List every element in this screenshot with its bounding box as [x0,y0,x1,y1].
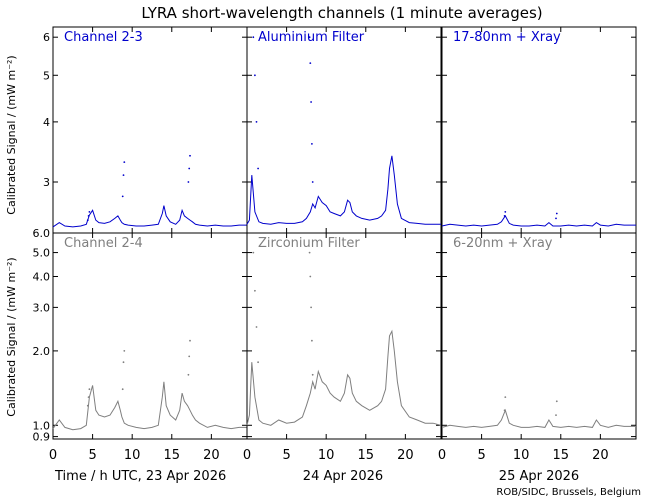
x-axis-label-day-3: 25 Apr 2026 [499,469,579,484]
x-tick-label-c2-3: 15 [553,448,570,463]
series-point-r1c2-1 [504,396,507,398]
series-point-r1c1-4 [308,251,311,254]
series-line-r1c2 [441,408,636,428]
series-point-r1c2-0 [503,409,506,412]
series-point-r1c0-2 [88,388,91,391]
series-point-r1c1-6 [310,306,312,309]
series-point-r1c1-0 [252,251,255,254]
x-tick-label-c1-4: 20 [397,448,414,463]
series-point-r1c0-7 [188,355,191,358]
series-point-r0c0-1 [87,215,90,217]
plot-area: 3 4 5 6 Channel 2-3 Aluminium Filter 17-80nm +… [33,26,637,463]
y-tick-label-r0c0-3: 6 [43,31,50,44]
panel-label-r1c0: Channel 2-4 [64,236,143,251]
series-point-r0c0-8 [189,154,191,157]
x-tick-label-c2-1: 5 [477,448,485,463]
series-point-r0c2-1 [504,211,507,213]
series-point-r1c0-1 [87,396,90,398]
series-point-r0c1-4 [308,36,311,39]
panel-label-r0c0: Channel 2-3 [64,30,143,45]
y-tick-label-r1c0-4: 4.0 [33,271,51,284]
x-tick-label-c1-0: 0 [243,448,251,463]
x-tick-label-c2-0: 0 [438,448,446,463]
x-tick-label-c0-4: 20 [203,448,220,463]
x-tick-label-c0-1: 5 [88,448,96,463]
series-point-r1c1-2 [255,326,258,328]
chart-title: LYRA short-wavelength channels (1 minute… [141,4,542,22]
series-point-r1c1-5 [309,275,312,278]
credit-label: ROB/SIDC, Brussels, Belgium [496,487,641,498]
series-point-r0c1-1 [254,74,256,77]
y-tick-label-r1c0-2: 2.0 [33,345,51,358]
panel-frame-r1c1 [246,232,442,440]
series-line-r1c1 [246,329,442,426]
x-axis-label-day-2: 24 Apr 2026 [303,469,383,484]
series-point-r1c1-8 [311,373,314,376]
panel-label-r1c1: Zirconium Filter [258,236,360,251]
series-point-r0c2-3 [555,212,558,215]
x-tick-label-c0-0: 0 [49,448,57,463]
series-point-r1c0-5 [123,350,126,352]
panel-frame-r0c1 [246,26,442,234]
y-axis-label-bottom: Calibrated Signal / (mW m⁻²) [5,257,18,416]
series-point-r0c0-7 [188,167,191,170]
series-point-r0c0-5 [123,161,126,164]
panel-label-r0c1: Aluminium Filter [258,30,365,45]
series-point-r0c0-3 [121,195,124,198]
series-point-r0c1-8 [311,181,314,183]
series-point-r0c1-7 [311,143,313,145]
series-point-r1c0-3 [121,388,124,391]
series-point-r0c1-0 [252,36,255,39]
series-point-r0c1-6 [310,101,312,103]
series-point-r1c1-1 [254,289,256,292]
series-point-r1c0-4 [122,361,125,364]
series-point-r1c2-2 [555,414,557,416]
series-point-r1c0-8 [189,339,191,342]
series-point-r0c2-2 [555,217,557,220]
series-line-r1c0 [52,381,247,431]
series-point-r0c0-4 [122,174,125,177]
series-point-r1c1-3 [257,361,259,364]
series-point-r0c0-2 [88,211,91,213]
x-tick-label-c1-1: 5 [282,448,290,463]
panel-frame-r1c0 [52,232,248,440]
panel-frame-r1c2 [441,232,637,440]
panel-frame-r0c0 [52,26,248,234]
series-point-r0c1-2 [255,121,258,123]
series-point-r0c1-5 [309,62,312,64]
x-tick-label-c1-3: 15 [358,448,375,463]
panel-label-r1c2: 6-20nm + Xray [453,236,553,251]
series-point-r1c0-6 [187,373,190,376]
panel-label-r0c2: 17-80nm + Xray [453,30,561,45]
series-point-r0c0-6 [187,181,190,183]
series-line-r0c2 [441,214,636,227]
y-tick-label-r1c0-3: 3.0 [33,301,51,314]
series-point-r1c2-3 [555,400,558,403]
x-tick-label-c1-2: 10 [318,448,335,463]
y-tick-label-r1c0-1: 1.0 [33,419,51,432]
x-tick-label-c0-2: 10 [124,448,141,463]
series-point-r1c1-7 [311,339,313,342]
y-tick-label-r0c0-0: 3 [43,176,50,189]
y-tick-label-r0c0-2: 5 [43,69,50,82]
series-point-r0c0-0 [86,219,89,222]
series-point-r0c2-0 [503,215,506,217]
y-tick-label-r0c0-1: 4 [43,116,50,129]
y-tick-label-r1c0-6: 6.0 [33,227,51,240]
y-tick-label-r1c0-0: 0.9 [33,431,51,444]
series-line-r0c1 [246,155,441,225]
panel-frame-r0c2 [441,26,637,234]
y-axis-label-top: Calibrated Signal / (mW m⁻²) [5,55,18,214]
x-axis-label-day-1: Time / h UTC, 23 Apr 2026 [54,469,226,484]
series-line-r0c0 [52,205,247,228]
x-tick-label-c2-4: 20 [592,448,609,463]
x-tick-label-c2-2: 10 [513,448,530,463]
series-point-r0c1-3 [257,167,259,170]
series-point-r1c0-0 [86,404,89,407]
x-tick-label-c0-3: 15 [164,448,181,463]
y-tick-label-r1c0-5: 5.0 [33,247,51,260]
